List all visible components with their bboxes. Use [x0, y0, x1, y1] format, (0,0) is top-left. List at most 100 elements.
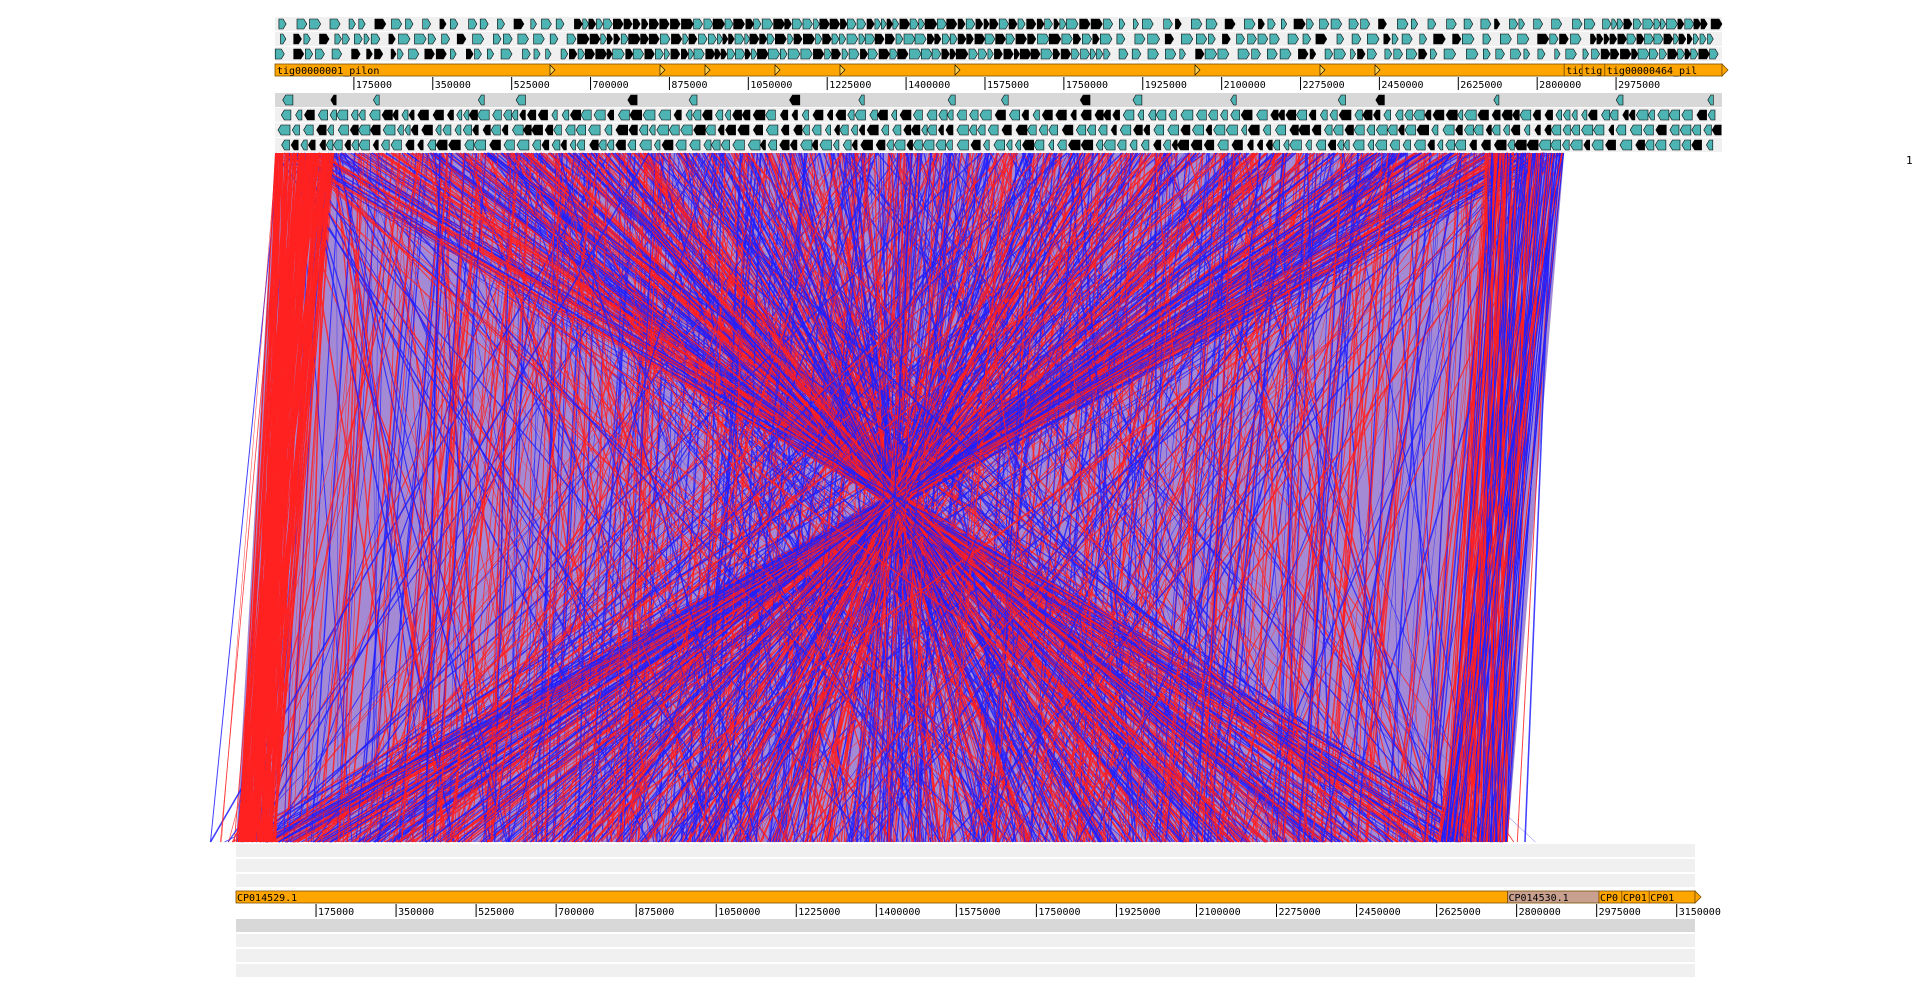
- gene-feature: [404, 124, 411, 136]
- gene-feature: [1637, 48, 1650, 60]
- gene-feature: [670, 18, 681, 30]
- gene-feature: [1351, 33, 1362, 45]
- bottom-tick-label: 2450000: [1359, 907, 1401, 918]
- gene-feature: [1647, 109, 1655, 121]
- gene-feature: [1103, 48, 1111, 60]
- gene-feature: [1224, 18, 1236, 30]
- gene-feature: [1086, 124, 1096, 136]
- gene-feature: [1079, 18, 1091, 30]
- gene-feature: [773, 18, 786, 30]
- gene-feature: [1240, 109, 1253, 121]
- gene-feature: [1620, 48, 1632, 60]
- gene-feature: [382, 124, 396, 136]
- gene-feature: [1653, 33, 1664, 45]
- gene-feature: [427, 33, 437, 45]
- gene-feature: [1549, 33, 1559, 45]
- gene-feature: [848, 48, 860, 60]
- gene-feature: [1537, 48, 1546, 60]
- gene-feature: [517, 33, 529, 45]
- gene-feature: [1366, 124, 1375, 136]
- bottom-feature-tracks: [236, 844, 1695, 977]
- gene-feature: [388, 33, 396, 45]
- gene-feature: [472, 124, 479, 136]
- gene-feature: [397, 48, 404, 60]
- gene-feature: [1147, 48, 1159, 60]
- gene-feature: [811, 139, 818, 151]
- gene-feature: [765, 124, 779, 136]
- gene-feature: [829, 18, 841, 30]
- gene-feature: [1110, 124, 1117, 136]
- gene-feature: [1100, 33, 1113, 45]
- gene-feature: [424, 48, 435, 60]
- gene-feature: [358, 18, 366, 30]
- gene-feature: [1048, 33, 1062, 45]
- gene-feature: [733, 18, 745, 30]
- gene-feature: [938, 124, 944, 136]
- gene-feature: [858, 94, 865, 106]
- gene-feature: [620, 33, 629, 45]
- gene-feature: [1330, 18, 1343, 30]
- gene-feature: [1270, 109, 1279, 121]
- gene-feature: [1090, 18, 1103, 30]
- top-tick-label: 1400000: [908, 80, 950, 91]
- gene-feature: [949, 48, 957, 60]
- gene-feature: [914, 33, 927, 45]
- gene-feature: [1617, 33, 1627, 45]
- gene-feature: [983, 139, 990, 151]
- gene-feature: [1070, 109, 1077, 121]
- gene-feature: [405, 18, 414, 30]
- gene-feature: [448, 139, 461, 151]
- gene-feature: [931, 48, 942, 60]
- gene-feature: [1655, 124, 1667, 136]
- gene-feature: [1596, 33, 1604, 45]
- gene-feature: [1517, 33, 1530, 45]
- gene-feature: [1134, 33, 1146, 45]
- gene-feature: [1354, 109, 1363, 121]
- gene-feature: [1555, 109, 1562, 121]
- gene-feature: [1367, 48, 1377, 60]
- gene-feature: [1698, 48, 1710, 60]
- gene-feature: [1005, 33, 1015, 45]
- gene-feature: [1709, 48, 1719, 60]
- gene-feature: [1265, 139, 1273, 151]
- gene-feature: [1629, 124, 1642, 136]
- gene-feature: [847, 18, 857, 30]
- gene-feature: [969, 109, 979, 121]
- gene-feature: [1391, 33, 1399, 45]
- top-tick-label: 2275000: [1303, 80, 1345, 91]
- gene-feature: [977, 124, 986, 136]
- gene-feature: [1373, 109, 1381, 121]
- gene-feature: [1040, 48, 1053, 60]
- gene-feature: [519, 109, 526, 121]
- gene-feature: [1080, 48, 1091, 60]
- gene-feature: [640, 33, 649, 45]
- top-feature-tracks: [274, 17, 1723, 61]
- gene-feature: [947, 94, 956, 106]
- gene-feature: [503, 139, 515, 151]
- gene-feature: [1534, 124, 1541, 136]
- gene-feature: [1562, 139, 1570, 151]
- gene-feature: [1464, 109, 1477, 121]
- gene-feature: [1338, 109, 1352, 121]
- gene-feature: [627, 94, 638, 106]
- gene-feature: [968, 48, 978, 60]
- gene-feature: [1190, 139, 1203, 151]
- bottom-contig-label: CP01: [1650, 893, 1674, 904]
- gene-feature: [1615, 94, 1624, 106]
- gene-feature: [373, 94, 380, 106]
- gene-feature: [1491, 109, 1501, 121]
- gene-feature: [1225, 124, 1238, 136]
- gene-feature: [1247, 139, 1254, 151]
- gene-feature: [912, 139, 923, 151]
- gene-feature: [866, 18, 875, 30]
- gene-feature: [309, 18, 322, 30]
- gene-feature: [824, 124, 831, 136]
- gene-feature: [1593, 124, 1605, 136]
- gene-feature: [835, 109, 846, 121]
- gene-feature: [1649, 48, 1659, 60]
- gene-feature: [979, 109, 992, 121]
- gene-feature: [717, 124, 725, 136]
- gene-feature: [1628, 109, 1636, 121]
- gene-feature: [551, 109, 558, 121]
- gene-feature: [1241, 124, 1247, 136]
